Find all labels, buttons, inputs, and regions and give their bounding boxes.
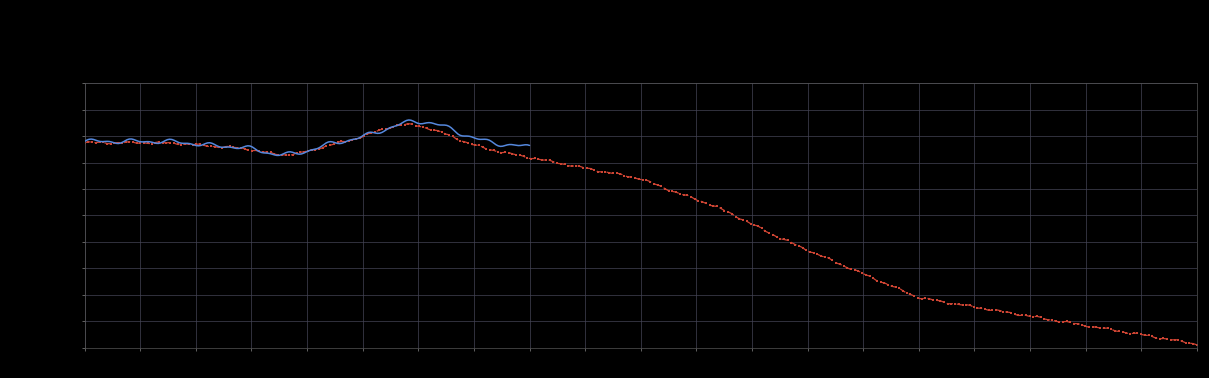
Legend: , : , [1157, 0, 1192, 5]
